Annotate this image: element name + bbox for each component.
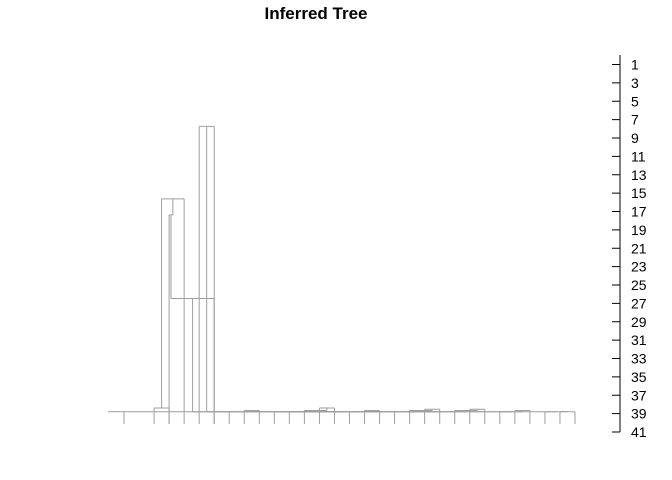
axis-tick-label: 19 <box>631 222 647 238</box>
axis-tick-label: 3 <box>631 75 639 91</box>
axis-tick-label: 13 <box>631 167 647 183</box>
axis-tick-label: 31 <box>631 332 647 348</box>
axis-tick-label: 41 <box>631 424 647 440</box>
axis-tick-label: 39 <box>631 406 647 422</box>
axis-tick-label: 37 <box>631 387 647 403</box>
chart-title: Inferred Tree <box>265 4 368 23</box>
axis-tick-label: 7 <box>631 112 639 128</box>
axis-tick-label: 21 <box>631 240 647 256</box>
axis-tick-label: 11 <box>631 148 646 164</box>
axis-tick-label: 27 <box>631 295 647 311</box>
axis-tick-label: 33 <box>631 351 647 367</box>
axis-tick-label: 25 <box>631 277 647 293</box>
dendrogram-branches <box>108 125 576 424</box>
axis-tick-label: 17 <box>631 204 647 220</box>
axis-tick-label: 29 <box>631 314 647 330</box>
axis-tick-label: 5 <box>631 93 639 109</box>
axis-tick-label: 35 <box>631 369 647 385</box>
axis-tick-label: 15 <box>631 185 647 201</box>
axis-tick-label: 1 <box>631 57 639 73</box>
axis-tick-label: 23 <box>631 259 647 275</box>
axis-tick-label: 9 <box>631 130 639 146</box>
